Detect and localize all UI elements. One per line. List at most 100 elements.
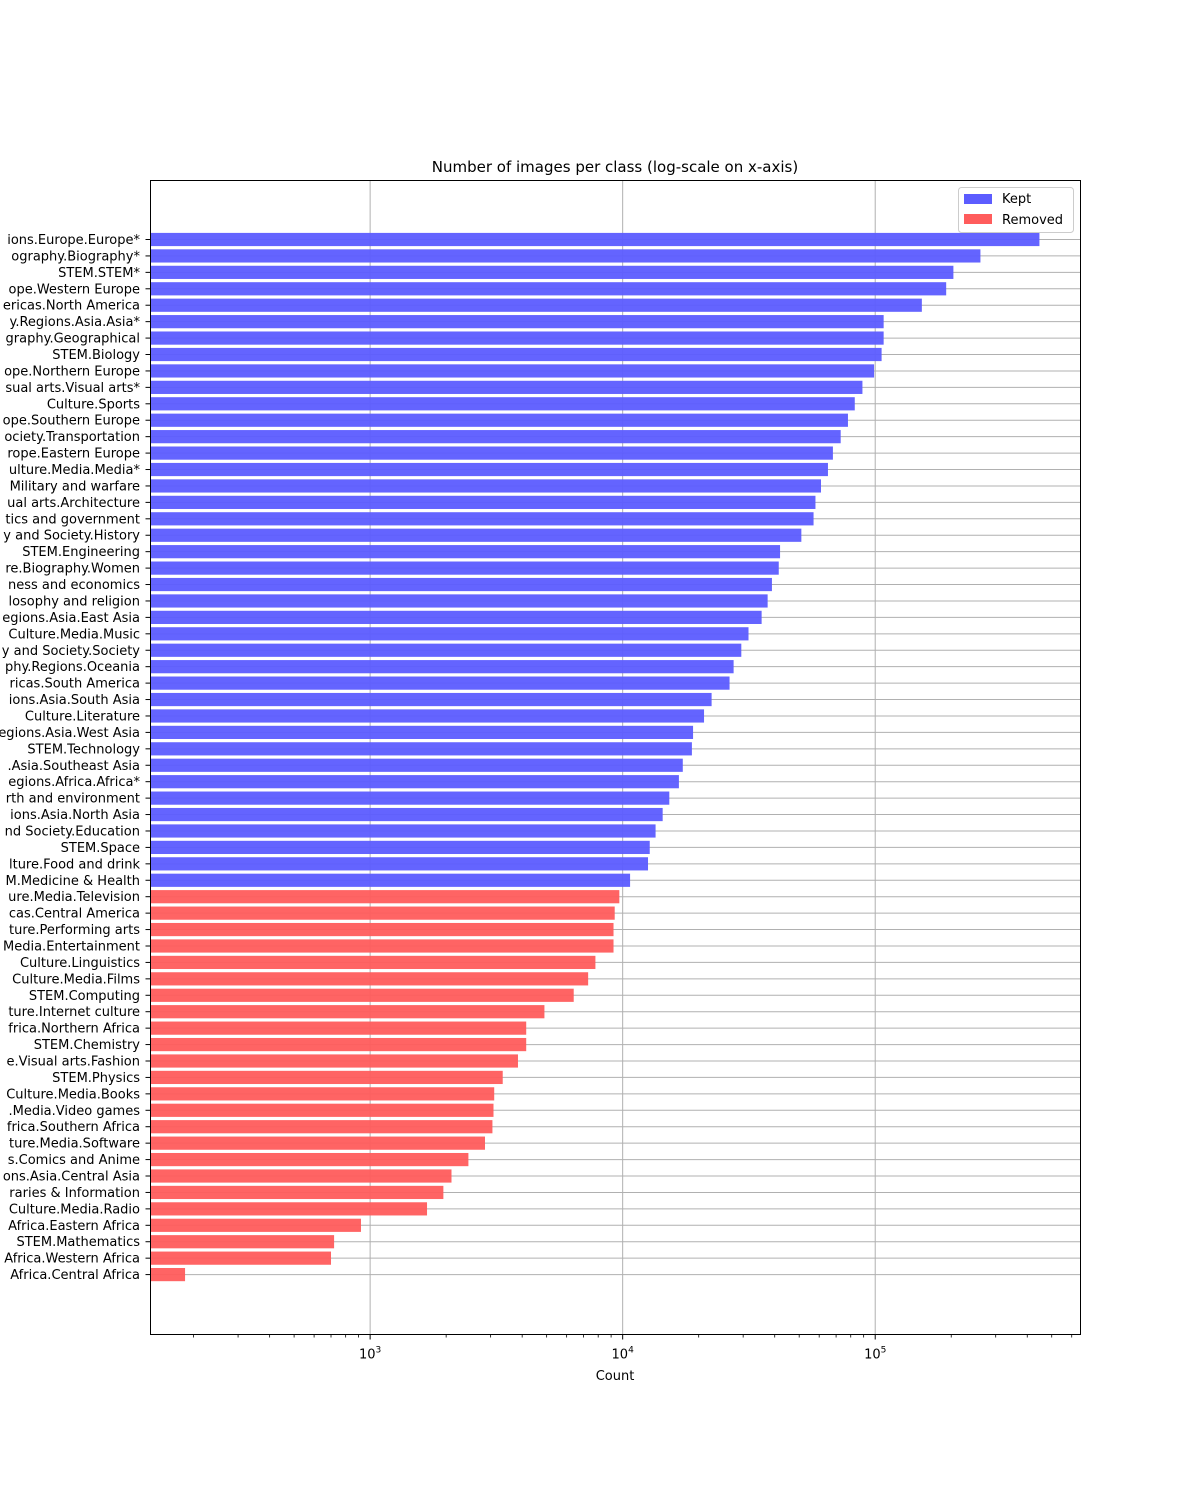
bar-kept <box>150 265 954 279</box>
y-tick-label: losophy and religion <box>8 594 140 609</box>
bar-kept <box>150 824 656 838</box>
y-tick-label: rope.Eastern Europe <box>7 447 140 462</box>
chart-title: Number of images per class (log-scale on… <box>432 158 798 176</box>
y-tick-label: egions.Africa.Africa* <box>8 775 140 790</box>
y-tick-label: Culture.Sports <box>47 397 140 412</box>
y-tick-label: ulture.Media.Media* <box>9 463 141 478</box>
y-tick-label: lture.Food and drink <box>9 857 140 872</box>
bar-kept <box>150 709 705 723</box>
y-tick-label: s.Comics and Anime <box>8 1153 140 1168</box>
y-tick-label: ociety.Transportation <box>4 430 140 445</box>
y-tick-label: Culture.Linguistics <box>20 956 140 971</box>
legend: Kept Removed <box>958 187 1074 233</box>
bar-kept <box>150 660 734 674</box>
y-tick-label: STEM.Mathematics <box>16 1235 140 1250</box>
y-tick-label: STEM.Technology <box>27 742 140 757</box>
bar-removed <box>150 1021 527 1035</box>
bar-kept <box>150 627 749 641</box>
legend-label-kept: Kept <box>1002 192 1031 207</box>
y-tick-label: ography.Biography* <box>11 249 140 264</box>
y-tick-label: Culture.Literature <box>25 709 140 724</box>
y-tick-label: ope.Northern Europe <box>4 364 140 379</box>
bar-removed <box>150 1103 494 1117</box>
plot-frame <box>150 180 1081 1335</box>
y-tick-label: tics and government <box>5 512 140 527</box>
y-tick-label: ness and economics <box>8 578 140 593</box>
bar-kept <box>150 397 855 411</box>
y-tick-label: phy.Regions.Oceania <box>5 660 140 675</box>
bar-kept <box>150 725 694 739</box>
y-tick-label: .Media.Video games <box>8 1104 140 1119</box>
bar-kept <box>150 775 679 789</box>
bar-removed <box>150 955 596 970</box>
bar-removed <box>150 1218 361 1232</box>
y-tick-label: STEM.STEM* <box>58 266 140 281</box>
bar-removed <box>150 988 574 1002</box>
y-tick-label: y and Society.Society <box>2 644 141 659</box>
bar-kept <box>150 364 875 378</box>
bar-removed <box>150 1152 469 1167</box>
bar-removed <box>150 1267 186 1282</box>
bar-kept <box>150 577 772 592</box>
bar-removed <box>150 1251 332 1265</box>
y-tick-label: Culture.Media.Films <box>12 972 140 987</box>
bar-kept <box>150 873 631 887</box>
y-tick-label: ope.Southern Europe <box>3 414 140 429</box>
bar-removed <box>150 1070 503 1085</box>
y-tick-label: egions.Asia.West Asia <box>0 726 140 741</box>
bar-removed <box>150 1169 452 1183</box>
y-tick-label: ual arts.Architecture <box>7 496 140 511</box>
bar-kept <box>150 758 683 772</box>
bar-removed <box>150 1235 335 1249</box>
y-tick-label: y.Regions.Asia.Asia* <box>9 315 140 330</box>
y-tick-label: .Asia.Southeast Asia <box>7 759 140 774</box>
bar-removed <box>150 922 614 937</box>
y-tick-label: ions.Asia.South Asia <box>9 693 140 708</box>
y-tick-label: egions.Asia.East Asia <box>2 611 140 626</box>
bar-kept <box>150 315 884 329</box>
y-tick-label: ture.Performing arts <box>9 923 140 938</box>
x-axis-label: Count <box>596 1369 635 1384</box>
bar-removed <box>150 1037 527 1052</box>
y-tick-label: ture.Media.Software <box>9 1137 140 1152</box>
bar-kept <box>150 512 814 526</box>
legend-swatch-kept <box>964 194 992 204</box>
y-tick-label: ricas.South America <box>9 677 140 692</box>
y-tick-label: Culture.Media.Music <box>8 627 140 642</box>
y-tick-label: frica.Northern Africa <box>8 1022 140 1037</box>
bar-kept <box>150 528 802 542</box>
y-tick-label: ions.Asia.North Asia <box>10 808 140 823</box>
plot-area <box>150 180 1081 1335</box>
bar-removed <box>150 1087 495 1101</box>
bar-kept <box>150 347 882 362</box>
bar-kept <box>150 282 947 296</box>
y-tick-label: rth and environment <box>6 792 140 807</box>
bar-kept <box>150 462 828 477</box>
bar-kept <box>150 331 884 345</box>
bar-kept <box>150 495 816 509</box>
x-axis: ions.Europe.Europe*ography.Biography* STE… <box>0 233 1073 1363</box>
bar-kept <box>150 249 981 263</box>
bar-kept <box>150 232 1040 247</box>
bar-kept <box>150 643 742 657</box>
y-tick-label: STEM.Physics <box>52 1071 140 1086</box>
y-tick-label: STEM.Engineering <box>22 545 140 560</box>
y-tick-label: Africa.Eastern Africa <box>8 1219 140 1234</box>
y-tick-label: STEM.Biology <box>52 348 140 363</box>
bar-removed <box>150 1185 444 1200</box>
bar-kept <box>150 692 712 707</box>
y-tick-label: Military and warfare <box>10 479 140 494</box>
y-tick-label: Africa.Central Africa <box>10 1268 140 1283</box>
bar-kept <box>150 742 692 756</box>
y-tick-label: re.Biography.Women <box>5 562 140 577</box>
y-tick-label: STEM.Computing <box>29 989 140 1004</box>
x-tick-label: 105 <box>864 1346 886 1363</box>
y-tick-label: e.Visual arts.Fashion <box>7 1055 140 1070</box>
bar-removed <box>150 1202 428 1216</box>
bar-removed <box>150 1136 485 1150</box>
legend-swatch-removed <box>964 214 992 224</box>
bar-removed <box>150 1120 493 1134</box>
bar-kept <box>150 430 841 444</box>
bar-removed <box>150 972 589 986</box>
